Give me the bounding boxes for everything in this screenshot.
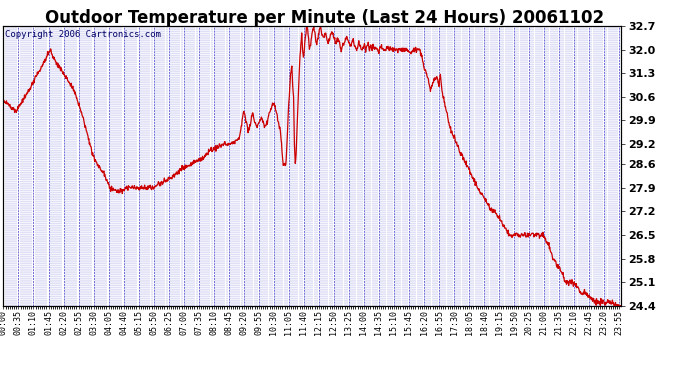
Text: Outdoor Temperature per Minute (Last 24 Hours) 20061102: Outdoor Temperature per Minute (Last 24 …: [45, 9, 604, 27]
Text: Copyright 2006 Cartronics.com: Copyright 2006 Cartronics.com: [5, 30, 161, 39]
